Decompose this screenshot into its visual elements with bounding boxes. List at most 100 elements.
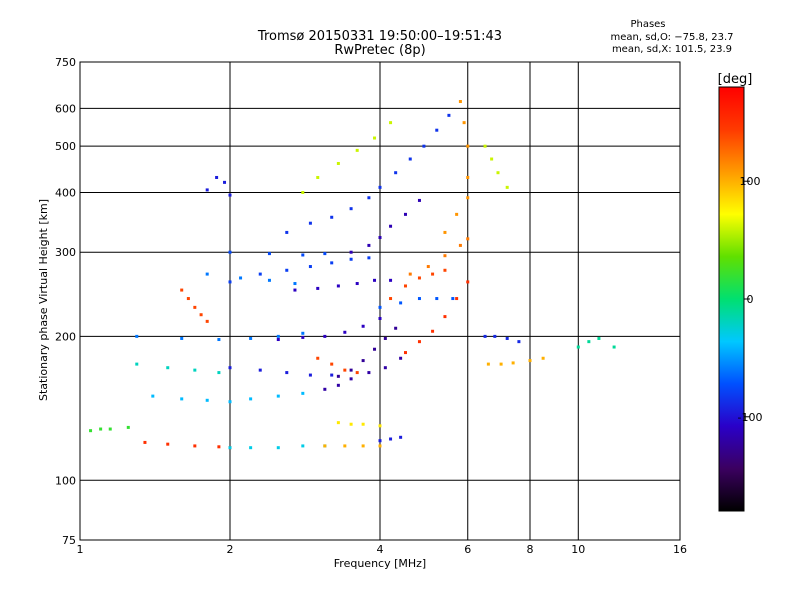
echo-point — [217, 371, 221, 375]
echo-point — [361, 422, 365, 426]
echo-point — [367, 371, 371, 375]
echo-point — [403, 212, 407, 216]
echo-point — [399, 301, 403, 305]
echo-point — [293, 288, 297, 292]
echo-point — [517, 340, 521, 344]
echo-point — [431, 329, 435, 333]
echo-point — [205, 319, 209, 323]
echo-point — [389, 278, 393, 282]
echo-point — [443, 315, 447, 319]
echo-point — [349, 250, 353, 254]
echo-point — [228, 446, 232, 450]
echo-point — [285, 268, 289, 272]
colorbar-tick-label: 100 — [740, 175, 761, 188]
echo-point — [505, 336, 509, 340]
echo-point — [373, 278, 377, 282]
echo-point — [126, 425, 130, 429]
echo-point — [466, 237, 470, 241]
echo-point — [239, 276, 243, 280]
echo-point — [576, 345, 580, 349]
colorbar-label: [deg] — [718, 72, 753, 87]
echo-point — [330, 362, 334, 366]
echo-point — [435, 297, 439, 301]
echo-point — [458, 243, 462, 247]
echo-point — [343, 368, 347, 372]
x-tick-label: 2 — [227, 543, 234, 556]
echo-point — [143, 440, 147, 444]
y-axis-label: Stationary phase Virtual Height [km] — [37, 199, 50, 401]
echo-point — [466, 144, 470, 148]
echo-point — [378, 316, 382, 320]
echo-point — [417, 198, 421, 202]
echo-point — [349, 257, 353, 261]
echo-point — [267, 278, 271, 282]
phase-legend: Phases mean, sd,O: −75.8, 23.7 mean, sd,… — [611, 19, 734, 55]
echo-point — [408, 272, 412, 276]
y-tick-label: 300 — [55, 246, 76, 259]
echo-point — [99, 427, 103, 431]
echo-point — [349, 422, 353, 426]
echo-point — [308, 373, 312, 377]
echo-point — [108, 427, 112, 431]
echo-point — [455, 212, 459, 216]
echo-point — [336, 383, 340, 387]
echo-point — [355, 148, 359, 152]
echo-point — [422, 144, 426, 148]
echo-point — [199, 313, 203, 317]
echo-point — [417, 340, 421, 344]
echo-point — [89, 429, 93, 433]
echo-point — [426, 265, 430, 269]
echo-point — [330, 261, 334, 265]
echo-point — [378, 305, 382, 309]
y-tick-label: 200 — [55, 330, 76, 343]
x-axis-label: Frequency [MHz] — [334, 557, 426, 570]
echo-point — [378, 444, 382, 448]
echo-point — [458, 100, 462, 104]
echo-point — [417, 276, 421, 280]
chart-subtitle: RwPretec (8p) — [334, 43, 425, 58]
echo-point — [180, 336, 184, 340]
echo-point — [258, 368, 262, 372]
echo-point — [493, 334, 497, 338]
echo-point — [336, 421, 340, 425]
y-tick-label: 100 — [55, 474, 76, 487]
echo-point — [349, 368, 353, 372]
echo-point — [301, 331, 305, 335]
chart-title: Tromsø 20150331 19:50:00–19:51:43 — [257, 29, 502, 44]
echo-point — [301, 391, 305, 395]
echo-point — [228, 250, 232, 254]
echo-point — [443, 254, 447, 258]
x-tick-label: 16 — [673, 543, 687, 556]
echo-point — [223, 180, 227, 184]
echo-point — [483, 334, 487, 338]
echo-point — [135, 334, 139, 338]
colorbar-gradient — [718, 86, 745, 512]
echo-point — [597, 336, 601, 340]
echo-point — [462, 121, 466, 125]
legend-line-o: mean, sd,O: −75.8, 23.7 — [611, 32, 734, 43]
echo-point — [383, 366, 387, 370]
echo-point — [186, 297, 190, 301]
echo-point — [217, 338, 221, 342]
legend-title: Phases — [630, 19, 665, 30]
echo-point — [367, 243, 371, 247]
echo-point — [308, 265, 312, 269]
echo-point — [355, 282, 359, 286]
echo-point — [336, 284, 340, 288]
echo-point — [249, 397, 253, 401]
echo-point — [361, 324, 365, 328]
echo-point — [528, 359, 532, 363]
echo-point — [399, 356, 403, 360]
echo-point — [330, 373, 334, 377]
echo-point — [389, 121, 393, 125]
echo-point — [389, 224, 393, 228]
echo-point — [435, 128, 439, 132]
echo-point — [343, 330, 347, 334]
echo-point — [285, 230, 289, 234]
echo-point — [403, 351, 407, 355]
echo-point — [451, 297, 455, 301]
echo-point — [349, 377, 353, 381]
echo-point — [361, 444, 365, 448]
x-tick-label: 1 — [77, 543, 84, 556]
phase-colorbar: [deg] 100 0 -100 — [718, 72, 762, 512]
